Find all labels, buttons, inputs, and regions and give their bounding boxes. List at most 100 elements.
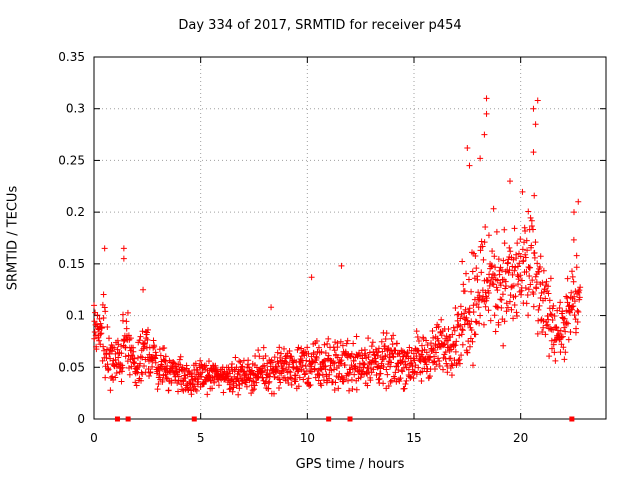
data-point <box>205 373 212 380</box>
data-point <box>536 302 543 309</box>
data-point <box>265 379 272 386</box>
data-point <box>513 255 520 262</box>
data-point <box>377 370 384 377</box>
data-point <box>100 343 107 350</box>
data-point <box>550 341 557 348</box>
data-point <box>498 304 505 311</box>
data-point <box>466 343 473 350</box>
data-point <box>564 320 571 327</box>
data-point <box>120 311 127 318</box>
data-point <box>557 327 564 334</box>
data-point <box>276 344 283 351</box>
data-point <box>435 355 442 362</box>
data-point <box>280 367 287 374</box>
data-point <box>185 367 192 374</box>
data-point <box>387 363 394 370</box>
data-point <box>557 299 564 306</box>
data-point <box>251 386 258 393</box>
data-point <box>215 382 222 389</box>
data-point <box>380 380 387 387</box>
data-point <box>97 320 104 327</box>
data-point <box>492 264 499 271</box>
data-point <box>156 371 163 378</box>
y-tick-label: 0.25 <box>58 153 85 167</box>
data-point <box>433 361 440 368</box>
data-point <box>229 361 236 368</box>
data-point <box>499 291 506 298</box>
data-point <box>456 332 463 339</box>
data-point <box>177 353 184 360</box>
data-point <box>406 344 413 351</box>
data-point <box>522 251 529 258</box>
data-point <box>163 375 170 382</box>
data-point <box>503 308 510 315</box>
data-point <box>341 376 348 383</box>
data-point <box>269 359 276 366</box>
data-point <box>195 378 202 385</box>
data-point <box>343 340 350 347</box>
data-point <box>120 255 127 262</box>
data-point <box>120 245 127 252</box>
data-point <box>408 359 415 366</box>
data-point <box>481 239 488 246</box>
data-point <box>436 358 443 365</box>
data-point <box>288 381 295 388</box>
data-point <box>499 266 506 273</box>
data-point <box>448 346 455 353</box>
data-point <box>141 363 148 370</box>
data-point <box>475 289 482 296</box>
data-point <box>533 279 540 286</box>
data-point <box>559 308 566 315</box>
data-point <box>574 318 581 325</box>
data-point <box>413 328 420 335</box>
data-point <box>295 367 302 374</box>
data-point <box>501 240 508 247</box>
data-point <box>383 366 390 373</box>
data-point <box>501 318 508 325</box>
data-point <box>236 381 243 388</box>
data-point <box>115 354 122 361</box>
data-point <box>97 331 104 338</box>
data-point <box>465 276 472 283</box>
data-point <box>469 268 476 275</box>
gap-marker <box>125 416 131 422</box>
data-point <box>271 390 278 397</box>
data-point <box>198 373 205 380</box>
data-point <box>96 315 103 322</box>
data-point <box>530 149 537 156</box>
gap-marker <box>347 416 353 422</box>
data-point <box>528 223 535 230</box>
data-point <box>472 253 479 260</box>
data-point <box>509 263 516 270</box>
data-point <box>182 374 189 381</box>
data-point <box>516 260 523 267</box>
data-point <box>384 371 391 378</box>
data-point <box>365 354 372 361</box>
data-point <box>168 379 175 386</box>
data-point <box>119 317 126 324</box>
data-point <box>192 360 199 367</box>
data-point <box>268 304 275 311</box>
data-point <box>534 260 541 267</box>
data-point <box>523 237 530 244</box>
data-point <box>260 344 267 351</box>
data-point <box>530 105 537 112</box>
data-point <box>408 373 415 380</box>
data-point <box>302 370 309 377</box>
data-point <box>407 355 414 362</box>
data-point <box>232 354 239 361</box>
data-point <box>430 334 437 341</box>
x-tick-label: 5 <box>197 431 205 445</box>
data-point <box>405 366 412 373</box>
data-point <box>515 281 522 288</box>
data-point <box>113 363 120 370</box>
data-point <box>517 236 524 243</box>
data-point <box>243 383 250 390</box>
data-point <box>562 328 569 335</box>
data-point <box>423 349 430 356</box>
data-point <box>531 254 538 261</box>
data-point <box>156 346 163 353</box>
data-point <box>475 304 482 311</box>
data-point <box>524 291 531 298</box>
data-point <box>466 162 473 169</box>
